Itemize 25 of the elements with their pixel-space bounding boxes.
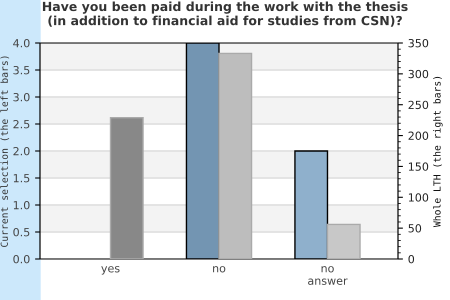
y-tick-label: 1.5: [14, 174, 30, 182]
y-tick-label: 3.0: [13, 92, 30, 102]
y2-tick-label: 250: [408, 100, 428, 110]
y-tick-label: 0.0: [13, 254, 30, 264]
x-tick-label: no answer: [308, 266, 348, 285]
y2-tick-label: 350: [408, 38, 428, 48]
bar: [326, 224, 361, 259]
y2-tick-label: 300: [408, 70, 428, 78]
x-tick-label: no: [213, 266, 226, 272]
chart-title: Have you been paid during the work with the thesis (in addition to financial aid for studies from CSN)?: [42, 2, 408, 27]
y2-tick-label: 50: [408, 224, 422, 233]
y-tick-label: 4.0: [13, 38, 30, 48]
y-axis-title: Current selection (the left bars): [0, 56, 10, 247]
y2-tick-label: 150: [408, 162, 428, 171]
y2-axis-title: Whole LTH (the right bars): [433, 76, 443, 228]
y-tick-label: 0.5: [13, 228, 30, 236]
y-tick-label: 2.5: [13, 120, 30, 128]
x-tick-label: yes: [101, 266, 120, 275]
y-tick-label: 3.5: [13, 66, 30, 74]
y-tick-label: 2.0: [13, 146, 30, 156]
bar: [110, 116, 144, 259]
y-tick-label: 1.0: [14, 200, 30, 210]
y2-tick-label: 100: [408, 193, 428, 202]
y2-tick-label: 0: [408, 254, 414, 264]
y2-tick-label: 200: [408, 132, 428, 140]
